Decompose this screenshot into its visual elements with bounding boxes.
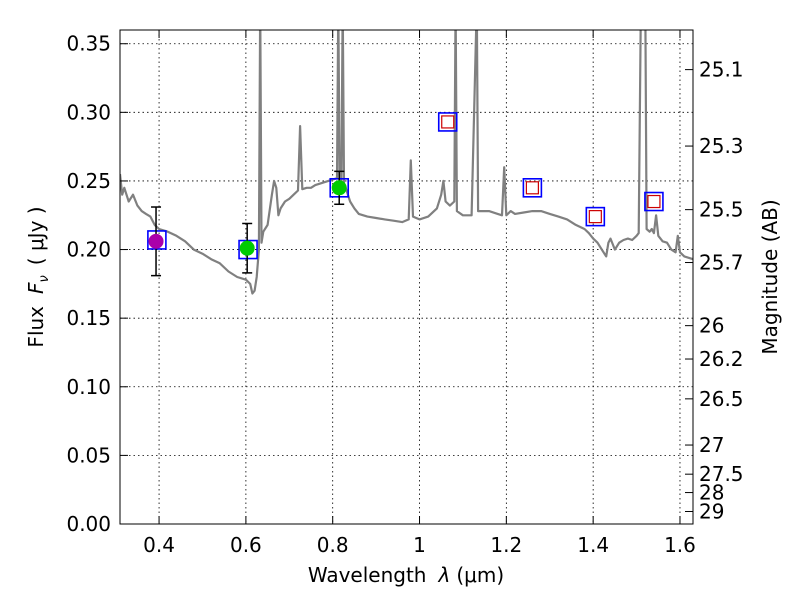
model-point: [238, 239, 258, 260]
y2-axis-title: Magnitude (AB): [758, 199, 782, 354]
upper-limit-point: [525, 181, 539, 195]
x-tick-label: 1.4: [577, 533, 609, 557]
x-tick-label: 0.6: [230, 533, 262, 557]
observed-point: [148, 233, 164, 249]
y-tick-label: 0.15: [66, 306, 111, 330]
y2-tick-label: 27: [699, 433, 724, 457]
x-tick-label: 0.8: [317, 533, 349, 557]
y2-tick-label: 25.7: [699, 251, 744, 275]
x-tick-label: 1.6: [664, 533, 696, 557]
model-point: [437, 112, 458, 132]
model-point: [147, 230, 167, 250]
model-point: [644, 191, 664, 212]
y2-tick-label: 28: [699, 481, 724, 505]
y-tick-label: 0.20: [66, 238, 111, 262]
y-tick-label: 0.30: [66, 100, 111, 124]
y2-tick-label: 26: [699, 314, 724, 338]
y-tick-label: 0.00: [66, 512, 111, 536]
y-tick-label: 0.35: [66, 32, 111, 56]
model-point: [585, 206, 606, 227]
x-axis-title: Wavelength λ (μm): [308, 563, 504, 587]
y-tick-label: 0.05: [66, 443, 111, 467]
y2-tick-label: 26.2: [699, 347, 744, 371]
x-tick-label: 1.2: [490, 533, 522, 557]
plot-series: [120, 30, 693, 295]
x-tick-label: 1: [413, 533, 426, 557]
upper-limit-point: [441, 115, 455, 129]
observed-point: [331, 180, 347, 196]
plot-frame: [119, 29, 694, 525]
y2-tick-label: 25.1: [699, 58, 744, 82]
y-axis-title: FluxFν( μJy ): [24, 206, 52, 347]
template-spectrum-line: [120, 30, 693, 295]
y2-tick-label: 26.5: [699, 387, 744, 411]
model-point: [522, 178, 543, 198]
y2-tick-label: 25.5: [699, 198, 744, 222]
x-tick-label: 0.4: [143, 533, 175, 557]
axis-ticks: 0.4 0.6 0.8 1 1.2 1.4 1.6 0.00 0.05 0.10 0.15 0.20 0…: [66, 30, 744, 557]
y2-tick-label: 25.3: [699, 134, 744, 158]
observed-point: [239, 240, 255, 256]
upper-limit-point: [588, 210, 602, 224]
y-tick-label: 0.25: [66, 169, 111, 193]
y2-tick-label: 29: [699, 499, 724, 523]
y-tick-label: 0.10: [66, 375, 111, 399]
upper-limit-point: [647, 194, 661, 209]
y2-tick-label: 27.5: [699, 462, 744, 486]
